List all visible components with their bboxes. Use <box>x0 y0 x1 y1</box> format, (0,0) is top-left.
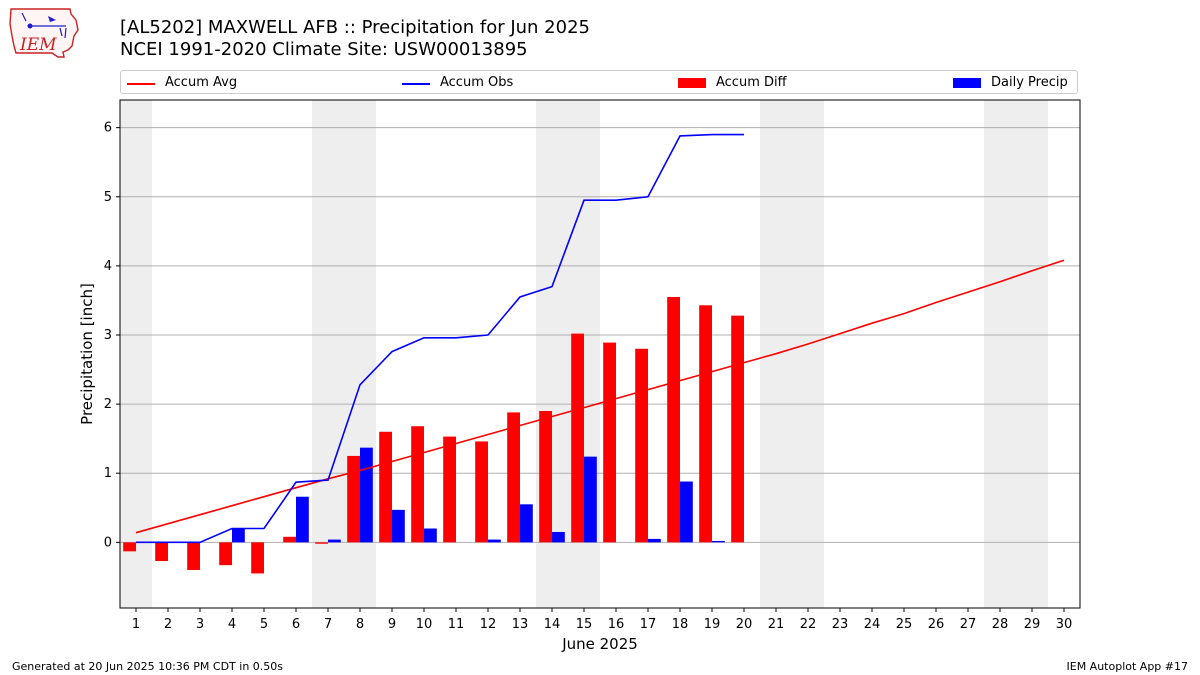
chart-subtitle: NCEI 1991-2020 Climate Site: USW00013895 <box>120 39 528 60</box>
weekend-shade <box>1016 100 1048 608</box>
y-tick-label: 5 <box>104 190 112 205</box>
x-tick-label: 2 <box>164 617 172 632</box>
accum-diff-bar <box>347 455 360 543</box>
legend-swatch-accum-obs <box>402 83 430 85</box>
daily-precip-bar <box>296 496 309 543</box>
x-tick-label: 6 <box>292 617 300 632</box>
x-tick-label: 26 <box>928 617 945 632</box>
x-tick-label: 24 <box>864 617 881 632</box>
x-tick-label: 25 <box>896 617 913 632</box>
legend-label-accum-obs: Accum Obs <box>440 75 514 90</box>
daily-precip-bar <box>584 456 597 543</box>
x-tick-label: 18 <box>672 617 689 632</box>
daily-precip-bar <box>680 481 693 543</box>
accum-diff-bar <box>315 542 328 544</box>
x-tick-label: 28 <box>992 617 1009 632</box>
weekend-shade <box>312 100 344 608</box>
x-tick-label: 17 <box>640 617 657 632</box>
x-tick-label: 16 <box>608 617 625 632</box>
x-tick-label: 5 <box>260 617 268 632</box>
accum-diff-bar <box>443 436 456 543</box>
x-tick-label: 3 <box>196 617 204 632</box>
daily-precip-bar <box>520 504 533 543</box>
legend-swatch-daily-precip <box>953 78 981 88</box>
daily-precip-bar <box>552 531 565 543</box>
x-tick-label: 30 <box>1056 617 1073 632</box>
accum-diff-bar <box>475 441 488 543</box>
weekend-shade <box>792 100 824 608</box>
y-tick-label: 3 <box>104 328 112 343</box>
accum-diff-bar <box>411 426 424 543</box>
x-tick-label: 29 <box>1024 617 1041 632</box>
y-tick-label: 0 <box>104 535 112 550</box>
accum-diff-bar <box>251 542 264 574</box>
daily-precip-bar <box>712 540 725 543</box>
x-tick-label: 15 <box>576 617 593 632</box>
daily-precip-bar <box>328 539 341 543</box>
footer-generated: Generated at 20 Jun 2025 10:36 PM CDT in… <box>12 660 284 673</box>
x-tick-label: 10 <box>416 617 433 632</box>
plot-frame <box>119 99 1081 609</box>
daily-precip-bar <box>360 447 373 543</box>
y-tick-label: 1 <box>104 466 112 481</box>
x-tick-label: 9 <box>388 617 396 632</box>
x-axis-label: June 2025 <box>561 635 638 653</box>
legend-label-daily-precip: Daily Precip <box>991 75 1068 90</box>
chart-title: [AL5202] MAXWELL AFB :: Precipitation fo… <box>120 17 590 38</box>
accum-diff-bar <box>187 542 200 570</box>
x-tick-label: 14 <box>544 617 561 632</box>
x-tick-label: 12 <box>480 617 497 632</box>
legend-label-accum-diff: Accum Diff <box>716 75 787 90</box>
accum-diff-bar <box>507 412 520 543</box>
accum-diff-bar <box>699 305 712 543</box>
daily-precip-bar <box>232 528 245 543</box>
accum-diff-bar <box>571 333 584 543</box>
y-tick-label: 2 <box>104 397 112 412</box>
legend-label-accum-avg: Accum Avg <box>165 75 238 90</box>
weekend-shade <box>120 100 152 608</box>
x-tick-label: 7 <box>324 617 332 632</box>
x-tick-label: 4 <box>228 617 236 632</box>
weekend-shade <box>984 100 1016 608</box>
legend-swatch-accum-diff <box>678 78 706 88</box>
legend-swatch-accum-avg <box>127 83 155 85</box>
accum-diff-bar <box>219 542 232 566</box>
x-tick-label: 13 <box>512 617 529 632</box>
legend: Accum Avg Accum Obs Accum Diff Daily Pre… <box>120 70 1078 94</box>
accum-diff-bar <box>539 411 552 543</box>
x-tick-label: 20 <box>736 617 753 632</box>
accum-diff-bar <box>379 431 392 543</box>
x-tick-label: 22 <box>800 617 817 632</box>
x-tick-label: 1 <box>132 617 140 632</box>
iem-logo-text: IEM <box>19 35 57 55</box>
x-tick-label: 19 <box>704 617 721 632</box>
y-axis-label: Precipitation [inch] <box>78 283 96 425</box>
iem-logo: IEM <box>8 6 82 60</box>
x-tick-label: 8 <box>356 617 364 632</box>
daily-precip-bar <box>392 509 405 543</box>
x-tick-label: 11 <box>448 617 465 632</box>
accum-diff-bar <box>731 315 744 543</box>
x-tick-label: 23 <box>832 617 849 632</box>
y-tick-label: 6 <box>104 121 112 136</box>
daily-precip-bar <box>488 539 501 543</box>
footer-app-id: IEM Autoplot App #17 <box>1066 660 1189 673</box>
accum-diff-bar <box>155 542 168 562</box>
accum-diff-bar <box>123 542 136 552</box>
accum-diff-bar <box>283 536 296 543</box>
accum-obs-line <box>136 133 744 544</box>
accum-diff-bar <box>603 342 616 543</box>
x-tick-label: 21 <box>768 617 785 632</box>
daily-precip-bar <box>424 528 437 543</box>
accum-diff-bar <box>667 296 680 543</box>
y-tick-label: 4 <box>104 259 112 274</box>
accum-diff-bar <box>635 348 648 543</box>
daily-precip-bar <box>648 538 661 543</box>
x-tick-label: 27 <box>960 617 977 632</box>
